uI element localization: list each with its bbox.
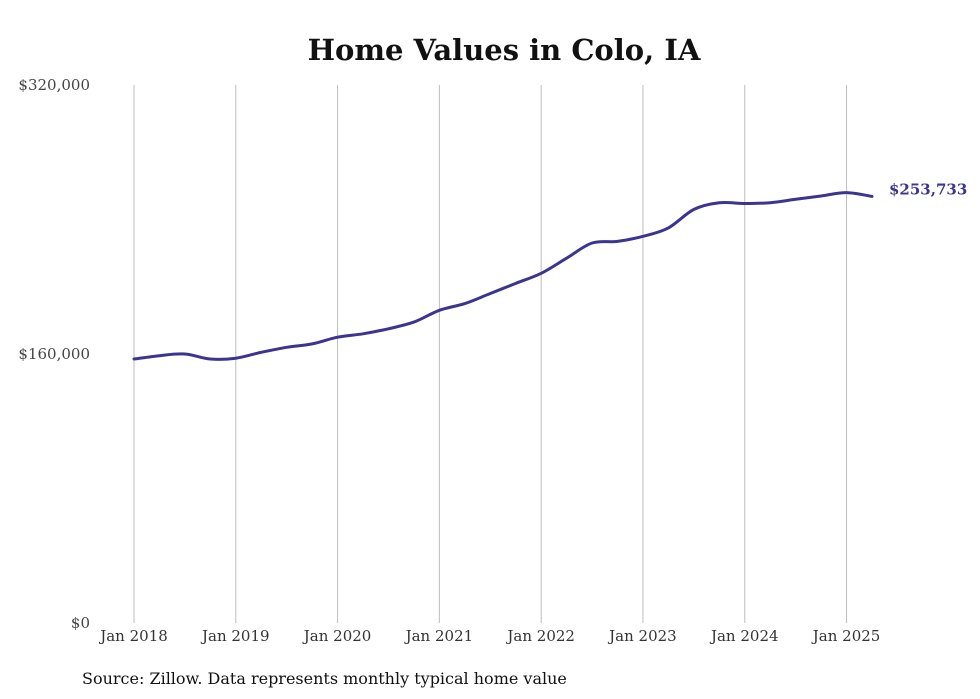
x-tick-label: Jan 2024 <box>709 627 779 645</box>
source-note: Source: Zillow. Data represents monthly … <box>82 669 567 688</box>
y-axis-ticks: $0 $160,000 $320,000 <box>18 76 90 632</box>
x-tick-label: Jan 2022 <box>505 627 575 645</box>
x-tick-label: Jan 2018 <box>98 627 168 645</box>
chart-title: Home Values in Colo, IA <box>308 33 701 67</box>
y-tick-label: $0 <box>71 614 90 632</box>
x-tick-label: Jan 2025 <box>811 627 881 645</box>
grid-lines <box>133 85 848 623</box>
x-tick-label: Jan 2021 <box>404 627 474 645</box>
x-tick-label: Jan 2023 <box>607 627 677 645</box>
x-tick-label: Jan 2019 <box>200 627 270 645</box>
x-axis-ticks: Jan 2018 Jan 2019 Jan 2020 Jan 2021 Jan 2022… <box>98 627 880 645</box>
end-value-label: $253,733 <box>889 180 967 198</box>
y-tick-label: $320,000 <box>18 76 90 94</box>
x-tick-label: Jan 2020 <box>302 627 372 645</box>
series-line <box>132 191 874 361</box>
y-tick-label: $160,000 <box>18 345 90 363</box>
